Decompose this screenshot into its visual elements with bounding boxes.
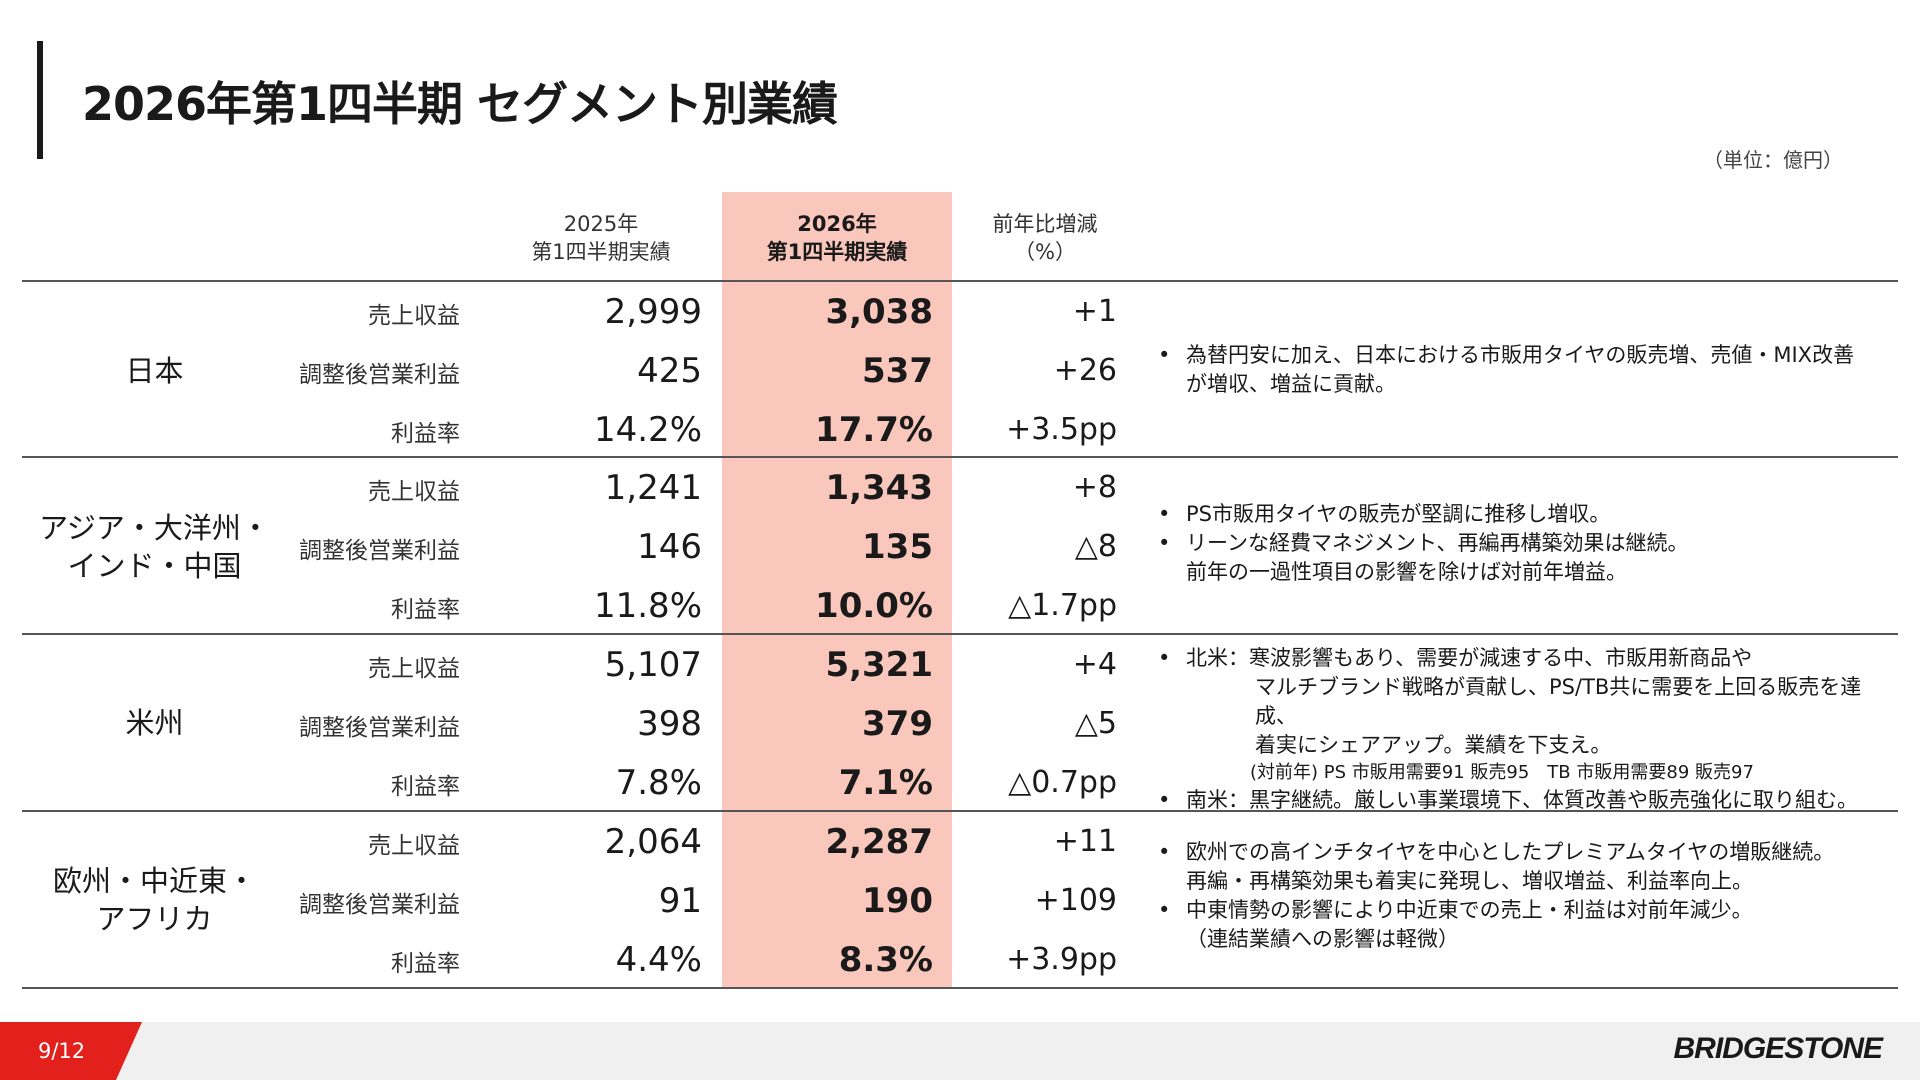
header-change-unit: （%） xyxy=(1014,240,1076,264)
cell-prev: 146 xyxy=(637,527,702,567)
brand-logo: BRIDGESTONE xyxy=(1673,1032,1883,1065)
note-line: 前年の一過性項目の影響を除けば対前年増益。 xyxy=(1186,560,1627,584)
cell-curr: 8.3% xyxy=(838,940,933,980)
note-bullet: 中東情勢の影響により中近東での売上・利益は対前年減少。 xyxy=(1150,896,1895,925)
segment-notes-japan: 為替円安に加え、日本における市販用タイヤの販売増、売値・MIX改善 が増収、増益… xyxy=(1150,341,1895,399)
cell-change: +3.9pp xyxy=(1006,942,1117,977)
cell-prev: 2,999 xyxy=(604,292,702,332)
header-prev-period: 2025年 第1四半期実績 xyxy=(496,210,706,266)
page-title: 2026年第1四半期 セグメント別業績 xyxy=(82,77,838,131)
metric-label-revenue: 売上収益 xyxy=(368,479,460,505)
cell-prev: 5,107 xyxy=(604,645,702,685)
cell-curr: 1,343 xyxy=(825,468,933,508)
segment-notes-europe: 欧州での高インチタイヤを中心としたプレミアムタイヤの増販継続。 再編・再構築効果… xyxy=(1150,838,1895,954)
header-prev-label: 第1四半期実績 xyxy=(531,240,671,264)
segment-name-line: アフリカ xyxy=(96,902,213,936)
cell-curr: 537 xyxy=(862,351,933,391)
segment-name-line: アジア・大洋州・ xyxy=(39,511,270,545)
cell-prev: 1,241 xyxy=(604,468,702,508)
metric-label-margin: 利益率 xyxy=(391,774,460,800)
segment-notes-americas: 北米：寒波影響もあり、需要が減速する中、市販用新商品や マルチブランド戦略が貢献… xyxy=(1150,644,1895,815)
cell-curr: 190 xyxy=(862,881,933,921)
note-bullet: 南米：黒字継続。厳しい事業環境下、体質改善や販売強化に取り組む。 xyxy=(1150,786,1895,815)
note-bullet: 為替円安に加え、日本における市販用タイヤの販売増、売値・MIX改善 xyxy=(1150,341,1895,370)
segment-name-line: 日本 xyxy=(125,354,184,388)
header-current-period: 2026年 第1四半期実績 xyxy=(722,210,952,266)
table-divider xyxy=(22,987,1898,989)
metric-label-margin: 利益率 xyxy=(391,421,460,447)
cell-change: +8 xyxy=(1072,470,1117,505)
table-divider xyxy=(22,456,1898,458)
cell-curr: 379 xyxy=(862,704,933,744)
cell-curr: 10.0% xyxy=(815,586,933,626)
metric-label-op-income: 調整後営業利益 xyxy=(299,538,460,564)
cell-prev: 4.4% xyxy=(615,940,702,980)
table-divider xyxy=(22,633,1898,635)
cell-change: △0.7pp xyxy=(1008,765,1117,800)
metric-label-op-income: 調整後営業利益 xyxy=(299,715,460,741)
cell-change: +109 xyxy=(1034,883,1117,918)
segment-name-line: インド・中国 xyxy=(67,549,242,583)
cell-prev: 2,064 xyxy=(604,822,702,862)
cell-change: +26 xyxy=(1053,353,1117,388)
cell-change: △1.7pp xyxy=(1008,588,1117,623)
note-bullet: 欧州での高インチタイヤを中心としたプレミアムタイヤの増販継続。 xyxy=(1150,838,1895,867)
page-number: 9/12 xyxy=(38,1039,86,1063)
header-change: 前年比増減 （%） xyxy=(955,210,1135,266)
segment-name-europe: 欧州・中近東・ アフリカ xyxy=(22,862,287,938)
cell-change: +3.5pp xyxy=(1006,412,1117,447)
note-line: 着実にシェアアップ。業績を下支え。 xyxy=(1255,733,1612,757)
note-bullet: リーンな経費マネジメント、再編再構築効果は継続。 xyxy=(1150,529,1895,558)
footer-bar xyxy=(0,1022,1920,1080)
cell-change: △5 xyxy=(1074,706,1117,741)
header-prev-year: 2025年 xyxy=(563,212,639,236)
cell-prev: 91 xyxy=(658,881,702,921)
note-bullet: PS市販用タイヤの販売が堅調に推移し増収。 xyxy=(1150,500,1895,529)
cell-change: +11 xyxy=(1053,824,1117,859)
cell-curr: 7.1% xyxy=(838,763,933,803)
metric-label-op-income: 調整後営業利益 xyxy=(299,362,460,388)
note-line: が増収、増益に貢献。 xyxy=(1186,372,1396,396)
metric-label-op-income: 調整後営業利益 xyxy=(299,892,460,918)
segment-name-americas: 米州 xyxy=(22,704,287,742)
note-bullet: 北米：寒波影響もあり、需要が減速する中、市販用新商品や xyxy=(1150,644,1895,673)
cell-prev: 11.8% xyxy=(593,586,702,626)
metric-label-revenue: 売上収益 xyxy=(368,833,460,859)
segment-name-line: 米州 xyxy=(125,706,184,740)
metric-label-margin: 利益率 xyxy=(391,597,460,623)
note-line: 再編・再構築効果も着実に発現し、増収増益、利益率向上。 xyxy=(1186,869,1753,893)
cell-prev: 425 xyxy=(637,351,702,391)
cell-curr: 3,038 xyxy=(825,292,933,332)
current-period-highlight xyxy=(722,192,952,987)
page-number-badge: 9/12 xyxy=(0,1022,142,1080)
title-accent-bar xyxy=(37,41,43,159)
header-curr-label: 第1四半期実績 xyxy=(766,240,908,264)
unit-note: （単位：億円） xyxy=(1703,148,1843,172)
cell-prev: 398 xyxy=(637,704,702,744)
cell-prev: 14.2% xyxy=(593,410,702,450)
metric-label-revenue: 売上収益 xyxy=(368,303,460,329)
cell-prev: 7.8% xyxy=(615,763,702,803)
cell-curr: 135 xyxy=(862,527,933,567)
metric-label-margin: 利益率 xyxy=(391,951,460,977)
segment-notes-asia: PS市販用タイヤの販売が堅調に推移し増収。 リーンな経費マネジメント、再編再構築… xyxy=(1150,500,1895,587)
table-divider xyxy=(22,810,1898,812)
segment-name-asia: アジア・大洋州・ インド・中国 xyxy=(22,509,287,585)
segment-name-line: 欧州・中近東・ xyxy=(52,864,256,898)
cell-change: +4 xyxy=(1072,647,1117,682)
note-line: （連結業績への影響は軽微） xyxy=(1186,927,1459,951)
note-subline: (対前年) PS 市販用需要91 販売95 TB 市販用需要89 販売97 xyxy=(1250,762,1754,783)
cell-change: △8 xyxy=(1074,529,1117,564)
header-curr-year: 2026年 xyxy=(797,212,877,236)
cell-curr: 5,321 xyxy=(825,645,933,685)
cell-curr: 17.7% xyxy=(815,410,933,450)
cell-curr: 2,287 xyxy=(825,822,933,862)
header-change-label: 前年比増減 xyxy=(992,212,1098,236)
note-line: マルチブランド戦略が貢献し、PS/TB共に需要を上回る販売を達成、 xyxy=(1255,675,1862,728)
metric-label-revenue: 売上収益 xyxy=(368,656,460,682)
cell-change: +1 xyxy=(1072,294,1117,329)
segment-name-japan: 日本 xyxy=(22,352,287,390)
table-divider xyxy=(22,280,1898,282)
